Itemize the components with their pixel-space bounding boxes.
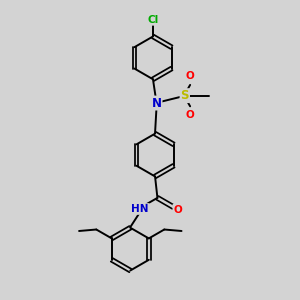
Text: HN: HN — [131, 204, 149, 214]
Text: O: O — [173, 205, 182, 214]
Text: S: S — [181, 89, 189, 102]
Text: O: O — [186, 71, 194, 81]
Text: Cl: Cl — [147, 15, 159, 25]
Text: N: N — [152, 97, 161, 110]
Text: O: O — [186, 110, 194, 120]
